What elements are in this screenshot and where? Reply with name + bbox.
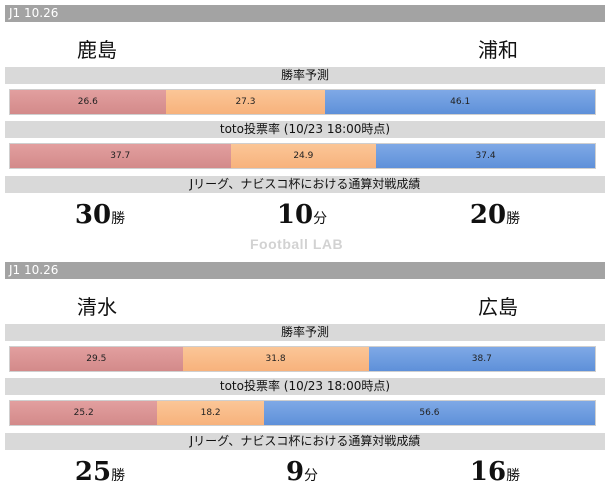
draws-count: 9	[286, 457, 304, 487]
win-prediction-label: 勝率予測	[5, 324, 605, 341]
away-wins-count: 16	[470, 457, 506, 487]
win-prediction-bar: 26.6 27.3 46.1	[9, 89, 596, 115]
home-wins-count: 25	[75, 457, 111, 487]
win-unit: 勝	[506, 211, 520, 227]
toto-vote-bar: 25.2 18.2 56.6	[9, 400, 596, 426]
away-wins-record: 20勝	[420, 200, 570, 230]
draw-segment: 31.8	[183, 347, 369, 371]
home-team-name: 鹿島	[77, 38, 117, 62]
draw-vote-segment: 18.2	[157, 401, 263, 425]
away-wins-record: 16勝	[420, 457, 570, 487]
head-to-head-label: Jリーグ、ナビスコ杯における通算対戦成績	[5, 433, 605, 450]
home-wins-record: 25勝	[25, 457, 175, 487]
win-unit: 勝	[111, 468, 125, 484]
draw-segment: 27.3	[166, 90, 326, 114]
head-to-head-label: Jリーグ、ナビスコ杯における通算対戦成績	[5, 176, 605, 193]
home-wins-count: 30	[75, 200, 111, 230]
home-wins-record: 30勝	[25, 200, 175, 230]
toto-vote-label: toto投票率 (10/23 18:00時点)	[5, 121, 605, 138]
toto-vote-bar: 37.7 24.9 37.4	[9, 143, 596, 169]
away-team-name: 広島	[478, 295, 518, 319]
draws-count: 10	[277, 200, 313, 230]
away-vote-segment: 37.4	[376, 144, 595, 168]
draws-record: 9分	[227, 457, 377, 487]
away-win-segment: 46.1	[325, 90, 595, 114]
draw-vote-segment: 24.9	[231, 144, 377, 168]
draw-unit: 分	[304, 468, 318, 484]
draw-unit: 分	[313, 211, 327, 227]
home-vote-segment: 37.7	[10, 144, 231, 168]
away-win-segment: 38.7	[369, 347, 595, 371]
toto-vote-label: toto投票率 (10/23 18:00時点)	[5, 378, 605, 395]
football-lab-watermark: Football LAB	[250, 236, 343, 252]
home-win-segment: 29.5	[10, 347, 183, 371]
win-prediction-bar: 29.5 31.8 38.7	[9, 346, 596, 372]
home-vote-segment: 25.2	[10, 401, 157, 425]
away-wins-count: 20	[470, 200, 506, 230]
away-vote-segment: 56.6	[264, 401, 595, 425]
win-unit: 勝	[111, 211, 125, 227]
match-header: J1 10.26	[5, 5, 605, 22]
home-win-segment: 26.6	[10, 90, 166, 114]
win-unit: 勝	[506, 468, 520, 484]
win-prediction-label: 勝率予測	[5, 67, 605, 84]
draws-record: 10分	[227, 200, 377, 230]
match-header: J1 10.26	[5, 262, 605, 279]
home-team-name: 清水	[77, 295, 117, 319]
away-team-name: 浦和	[478, 38, 518, 62]
